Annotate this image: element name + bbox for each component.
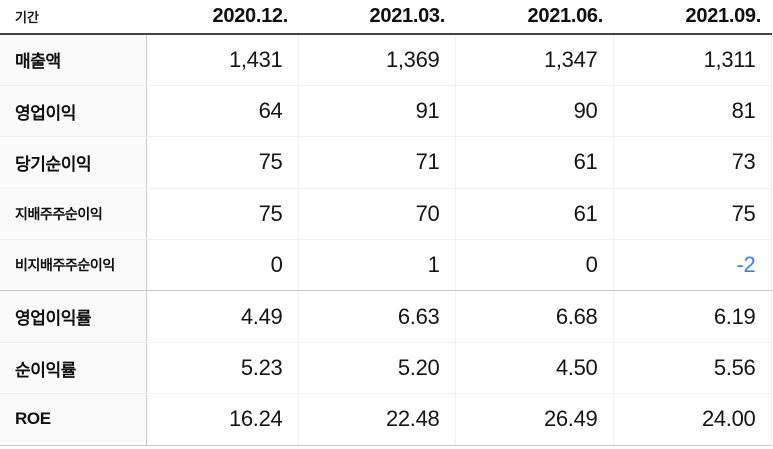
cell-value: 71 <box>298 136 456 189</box>
cell-value: 5.23 <box>146 342 299 395</box>
table-row-operating-profit: 영업이익 64 91 90 81 <box>0 85 772 138</box>
row-label: 영업이익 <box>0 85 147 138</box>
row-label: 비지배주주순이익 <box>0 239 147 292</box>
cell-value: 0 <box>455 239 614 292</box>
cell-value: 1,431 <box>146 34 299 86</box>
column-header-2021-06: 2021.06. <box>455 0 613 35</box>
table-row-operating-margin: 영업이익률 4.49 6.63 6.68 6.19 <box>0 290 772 343</box>
cell-value: 64 <box>146 85 299 138</box>
row-label: 영업이익률 <box>0 290 147 343</box>
cell-value: 4.49 <box>146 290 299 343</box>
cell-value: 1,311 <box>613 34 772 86</box>
table-row-net-margin: 순이익률 5.23 5.20 4.50 5.56 <box>0 342 772 395</box>
column-header-2021-09: 2021.09. <box>613 0 771 35</box>
cell-value: 24.00 <box>613 393 772 446</box>
cell-value: 75 <box>146 136 299 189</box>
table-row-net-income: 당기순이익 75 71 61 73 <box>0 136 772 189</box>
cell-value: 5.56 <box>613 342 772 395</box>
column-header-2021-03: 2021.03. <box>298 0 455 35</box>
row-label: ROE <box>0 393 147 446</box>
cell-value: 1 <box>298 239 456 292</box>
table-row-revenue: 매출액 1,431 1,369 1,347 1,311 <box>0 34 772 86</box>
cell-value: 75 <box>146 188 299 241</box>
header-row: 기간 2020.12. 2021.03. 2021.06. 2021.09. <box>0 0 771 35</box>
column-header-2020-12: 2020.12. <box>146 0 298 35</box>
cell-value: 61 <box>455 136 614 189</box>
cell-value: 61 <box>455 188 614 241</box>
cell-value: 75 <box>613 188 772 241</box>
cell-value: 1,347 <box>455 34 614 86</box>
cell-value: 70 <box>298 188 456 241</box>
cell-value: 81 <box>613 85 772 138</box>
cell-value: 6.19 <box>613 290 772 343</box>
table-row-roe: ROE 16.24 22.48 26.49 24.00 <box>0 393 772 446</box>
cell-value: 6.63 <box>298 290 456 343</box>
cell-value: 6.68 <box>455 290 614 343</box>
row-label: 지배주주순이익 <box>0 188 147 241</box>
cell-value: 4.50 <box>455 342 614 395</box>
cell-value: 16.24 <box>146 393 299 446</box>
table-header: 기간 2020.12. 2021.03. 2021.06. 2021.09. <box>0 0 771 35</box>
cell-value: 22.48 <box>298 393 456 446</box>
table-row-noncontrolling-interest-income: 비지배주주순이익 0 1 0 -2 <box>0 239 772 292</box>
table-row-controlling-interest-income: 지배주주순이익 75 70 61 75 <box>0 188 772 241</box>
row-label: 순이익률 <box>0 342 147 395</box>
cell-value-negative: -2 <box>613 239 772 292</box>
cell-value: 73 <box>613 136 772 189</box>
cell-value: 90 <box>455 85 614 138</box>
row-label: 당기순이익 <box>0 136 147 189</box>
cell-value: 91 <box>298 85 456 138</box>
period-header-label: 기간 <box>0 0 146 35</box>
row-label: 매출액 <box>0 34 147 86</box>
cell-value: 0 <box>146 239 299 292</box>
cell-value: 1,369 <box>298 34 456 86</box>
table-body: 매출액 1,431 1,369 1,347 1,311 영업이익 64 91 9… <box>0 34 772 446</box>
cell-value: 5.20 <box>298 342 456 395</box>
cell-value: 26.49 <box>455 393 614 446</box>
